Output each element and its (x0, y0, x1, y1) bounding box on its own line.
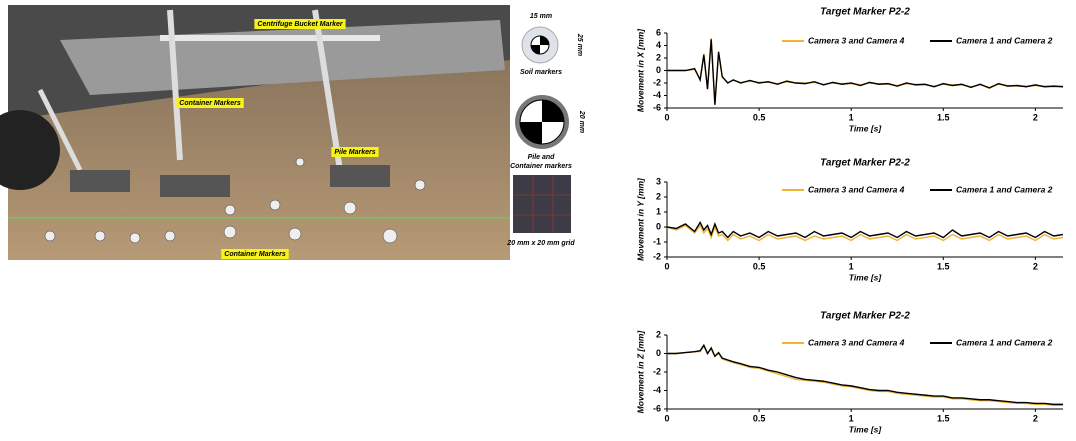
y-tick-label: 6 (656, 27, 661, 37)
chart-title: Target Marker P2-2 (820, 7, 910, 18)
photo-annotation: Pile Markers (334, 149, 375, 156)
y-tick-label: 1 (656, 206, 661, 216)
y-axis-label: Movement in Z [mm] (635, 330, 645, 414)
x-axis-label: Time [s] (849, 272, 883, 282)
y-tick-label: 0 (656, 348, 661, 358)
annotation-box (254, 19, 346, 29)
y-tick-label: -1 (653, 236, 661, 246)
x-tick-label: 2 (1033, 112, 1038, 122)
annotation-box (331, 147, 379, 157)
y-tick-label: 0 (656, 221, 661, 231)
data-line (667, 344, 1063, 406)
y-tick-label: 4 (656, 40, 661, 50)
x-tick-label: 0.5 (753, 112, 766, 122)
legend-label: Camera 3 and Camera 4 (808, 35, 905, 45)
photo-annotation: Container Markers (224, 251, 286, 258)
side-label: Soil markers (520, 69, 562, 76)
y-tick-label: -6 (653, 403, 661, 413)
x-tick-label: 0 (664, 261, 669, 271)
y-tick-label: 3 (656, 176, 661, 186)
x-tick-label: 1.5 (937, 413, 950, 423)
y-tick-label: 2 (656, 329, 661, 339)
x-axis-label: Time [s] (849, 424, 883, 434)
data-line (667, 224, 1063, 242)
side-label: 20 mm x 20 mm grid (506, 240, 575, 247)
annotation-box (221, 249, 289, 259)
y-tick-label: 0 (656, 65, 661, 75)
side-photos (513, 26, 571, 233)
y-tick-label: -2 (653, 77, 661, 87)
legend-label: Camera 3 and Camera 4 (808, 337, 905, 347)
legend-label: Camera 3 and Camera 4 (808, 184, 905, 194)
y-tick-label: -2 (653, 251, 661, 261)
y-tick-label: -4 (653, 385, 661, 395)
x-tick-label: 1 (849, 261, 854, 271)
side-label: 25 mm (576, 33, 583, 56)
x-tick-label: 0.5 (753, 261, 766, 271)
x-tick-label: 1 (849, 413, 854, 423)
data-line (667, 343, 1063, 406)
y-tick-label: -6 (653, 102, 661, 112)
chart-title: Target Marker P2-2 (820, 311, 910, 322)
x-tick-label: 2 (1033, 261, 1038, 271)
chart-title: Target Marker P2-2 (820, 158, 910, 169)
annotation-box (176, 98, 244, 108)
x-tick-label: 2 (1033, 413, 1038, 423)
y-axis-label: Movement in X [mm] (635, 28, 645, 112)
x-tick-label: 0 (664, 112, 669, 122)
x-tick-label: 1.5 (937, 112, 950, 122)
side-label: Pile and Container markers (510, 154, 572, 170)
data-line (667, 39, 1063, 105)
legend-label: Camera 1 and Camera 2 (956, 337, 1053, 347)
x-tick-label: 0.5 (753, 413, 766, 423)
legend-label: Camera 1 and Camera 2 (956, 35, 1053, 45)
y-tick-label: -2 (653, 366, 661, 376)
legend-label: Camera 1 and Camera 2 (956, 184, 1053, 194)
x-axis-label: Time [s] (849, 123, 883, 133)
photo-annotation: Centrifuge Bucket Marker (257, 21, 343, 28)
photo (0, 5, 510, 260)
x-tick-label: 0 (664, 413, 669, 423)
x-tick-label: 1 (849, 112, 854, 122)
x-tick-label: 1.5 (937, 261, 950, 271)
side-label: 15 mm (530, 13, 552, 20)
data-line (667, 37, 1063, 104)
data-line (667, 221, 1063, 239)
photo-annotation: Container Markers (179, 100, 241, 107)
side-label: 20 mm (578, 110, 585, 133)
y-axis-label: Movement in Y [mm] (635, 177, 645, 261)
y-tick-label: 2 (656, 52, 661, 62)
y-tick-label: -4 (653, 90, 661, 100)
y-tick-label: 2 (656, 191, 661, 201)
